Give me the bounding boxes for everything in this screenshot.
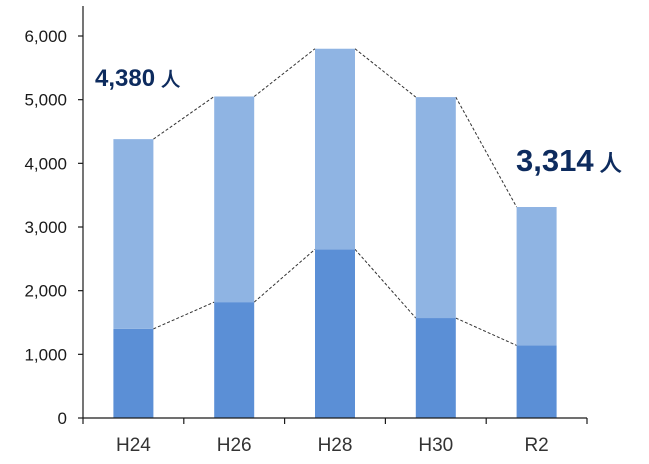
callout-h24: 4,380 人 [95,65,181,92]
connector-lines [153,48,518,346]
bar-segment-lower [113,328,154,418]
bar-segment-lower [415,318,456,418]
bars [113,48,557,418]
connector-line-lower [253,248,316,303]
connector-line-top [153,96,215,140]
x-tick-label: H26 [217,435,252,456]
connector-line-top [455,96,518,208]
y-ticks: 0 1,000 2,000 3,000 4,000 5,000 6,000 [24,27,83,428]
x-tick-label: R2 [524,435,548,456]
y-tick-label: 1,000 [24,345,67,364]
y-tick-label: 6,000 [24,27,67,46]
bar-segment-lower [315,249,355,418]
connector-line-lower [153,301,215,330]
x-tick-label: H24 [116,435,151,456]
x-ticks: H24 H26 H28 H30 R2 [82,418,588,456]
y-tick-label: 2,000 [24,282,67,301]
x-tick-label: H30 [418,435,453,456]
connector-line-lower [354,248,417,319]
bar-segment-upper [516,207,557,346]
connector-line-top [253,48,316,97]
callout-r2-value: 3,314 [516,143,594,178]
callout-h24-value: 4,380 [95,65,155,92]
connector-line-lower [455,317,517,346]
callout-r2-unit: 人 [600,152,622,177]
x-tick-label: H28 [318,435,353,456]
bar-segment-upper [415,97,456,319]
callout-r2: 3,314 人 [516,143,622,178]
bar-segment-lower [214,302,255,418]
callout-h24-unit: 人 [161,69,181,91]
axes [82,6,587,419]
bar-segment-lower [516,345,557,418]
y-tick-label: 4,000 [24,154,67,173]
bar-segment-upper [214,96,255,303]
y-tick-label: 0 [58,409,67,428]
y-tick-label: 5,000 [24,91,67,110]
bar-segment-upper [113,139,154,329]
connector-line-top [354,48,417,98]
y-tick-label: 3,000 [24,218,67,237]
bar-segment-upper [315,48,355,250]
